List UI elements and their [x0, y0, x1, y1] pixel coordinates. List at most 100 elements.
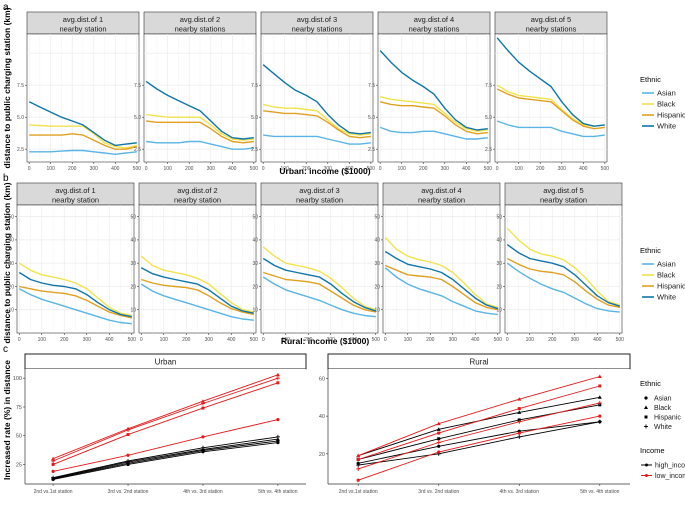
- x-tick-label: 400: [349, 337, 358, 343]
- series-line-white: [28, 101, 137, 147]
- x-tick-label: 400: [471, 337, 480, 343]
- y-tick-label: 5.0: [368, 115, 375, 121]
- series-line-black: [262, 246, 377, 311]
- facet-strip-line2: nearby stations: [409, 25, 460, 34]
- legend-a-title: Ethnic: [640, 75, 661, 84]
- data-point-white: [356, 463, 361, 468]
- legend-label-high_income: high_income: [655, 463, 685, 470]
- x-tick-label: 100: [404, 337, 413, 343]
- y-tick-label: 20: [8, 284, 14, 290]
- data-point-asian: [598, 414, 602, 418]
- x-tick-label: 100: [38, 337, 47, 343]
- legend-label-asian: Asian: [657, 260, 676, 269]
- data-point-black: [436, 421, 441, 426]
- data-point-hispanic: [356, 457, 360, 461]
- y-tick-label: 10: [8, 308, 14, 314]
- data-point-white: [597, 400, 602, 405]
- y-tick-label: 20: [319, 452, 325, 458]
- series-line-asian: [384, 267, 498, 316]
- series-line-hispanic: [263, 110, 371, 139]
- series-line-hispanic: [19, 285, 132, 319]
- x-tick-label: 0: [140, 337, 143, 343]
- facet-strip-line2: nearby station: [52, 196, 99, 205]
- facet-strip-line1: avg.dist.of 1: [63, 15, 103, 24]
- data-point-white: [51, 459, 56, 463]
- x-tick-label: 0: [262, 166, 265, 172]
- x-tick-label: 300: [205, 337, 214, 343]
- facet-strip-line1: avg.dist.of 4: [414, 15, 454, 24]
- series-line-hispanic: [385, 264, 498, 311]
- y-tick-label: 2.5: [485, 147, 492, 153]
- facet-strip-line1: avg.dist.of 3: [297, 15, 337, 24]
- data-point-hispanic: [126, 433, 130, 437]
- y-tick-label: 20: [496, 284, 502, 290]
- data-point-hispanic: [51, 462, 55, 466]
- y-tick-label: 75: [16, 405, 22, 411]
- data-point-hispanic: [437, 431, 441, 435]
- x-tick-label: 200: [185, 166, 194, 172]
- x-tick-label: 200: [548, 337, 557, 343]
- legend-shape-hispanic: [644, 415, 648, 419]
- y-tick-label: 2.5: [134, 147, 141, 153]
- facet-strip-label: Urban: [155, 358, 177, 367]
- legend-label-black: Black: [657, 271, 676, 280]
- legend-label-asian: Asian: [657, 89, 676, 98]
- x-tick-label: 300: [83, 337, 92, 343]
- y-tick-label: 5.0: [134, 115, 141, 121]
- y-tick-label: 50: [252, 214, 258, 220]
- series-line-asian: [262, 276, 376, 318]
- facet-strip-line2: nearby station: [540, 196, 587, 205]
- series-line-black: [18, 262, 132, 317]
- series-line-hispanic: [263, 271, 376, 313]
- facet-c-urban: Urban 25 50 75 100 2nd vs.1st station 3rd vs. …: [13, 353, 307, 495]
- x-tick-label: 3rd vs. 2nd station: [108, 489, 149, 495]
- data-point-white: [275, 434, 280, 439]
- y-tick-label: 7.5: [368, 83, 375, 89]
- x-tick-label: 0: [18, 337, 21, 343]
- x-tick-label: 200: [419, 166, 428, 172]
- y-tick-label: 20: [130, 284, 136, 290]
- data-point-black: [517, 410, 522, 414]
- series-line-black: [384, 237, 499, 309]
- facet-strip-line2: nearby station: [174, 196, 221, 205]
- y-tick-label: 30: [130, 261, 136, 267]
- data-point-white: [51, 475, 56, 480]
- data-point-hispanic: [598, 384, 602, 388]
- x-tick-label: 500: [250, 166, 259, 172]
- facet-strip-line1: avg.dist.of 2: [177, 186, 217, 195]
- x-tick-label: 300: [571, 337, 580, 343]
- y-tick-label: 2.5: [17, 147, 24, 153]
- series-line-asian: [18, 288, 132, 325]
- facet-strip-line1: avg.dist.of 3: [299, 186, 339, 195]
- series-line-black: [496, 84, 605, 127]
- y-tick-label: 10: [252, 308, 258, 314]
- x-tick-label: 0: [262, 337, 265, 343]
- data-point-black: [275, 372, 280, 377]
- facet-strip-line2: nearby station: [418, 196, 465, 205]
- y-tick-label: 20: [374, 284, 380, 290]
- x-tick-label: 500: [494, 337, 503, 343]
- data-point-asian: [126, 453, 130, 457]
- facet-strip-line2: nearby station: [296, 196, 343, 205]
- series-line-hispanic: [496, 88, 605, 130]
- x-tick-label: 100: [47, 166, 56, 172]
- x-tick-label: 0: [506, 337, 509, 343]
- data-point-asian: [437, 450, 441, 454]
- x-tick-label: 300: [558, 166, 567, 172]
- data-point-black: [436, 427, 441, 431]
- panel-c-ylabel: Increased rate (%) in distance: [2, 360, 12, 480]
- series-line-hispanic-low_income: [52, 382, 279, 465]
- y-tick-label: 10: [130, 308, 136, 314]
- series-line-black: [263, 103, 371, 136]
- facet-strip-line2: nearby stations: [175, 25, 226, 34]
- series-line-asian: [496, 120, 605, 138]
- y-tick-label: 7.5: [134, 83, 141, 89]
- x-tick-label: 500: [601, 166, 610, 172]
- x-tick-label: 100: [515, 166, 524, 172]
- x-tick-label: 200: [60, 337, 69, 343]
- data-point-white: [356, 466, 361, 471]
- facet-strip-line2: nearby stations: [292, 25, 343, 34]
- panel-a-xlabel: Urban: income ($1000): [279, 166, 370, 176]
